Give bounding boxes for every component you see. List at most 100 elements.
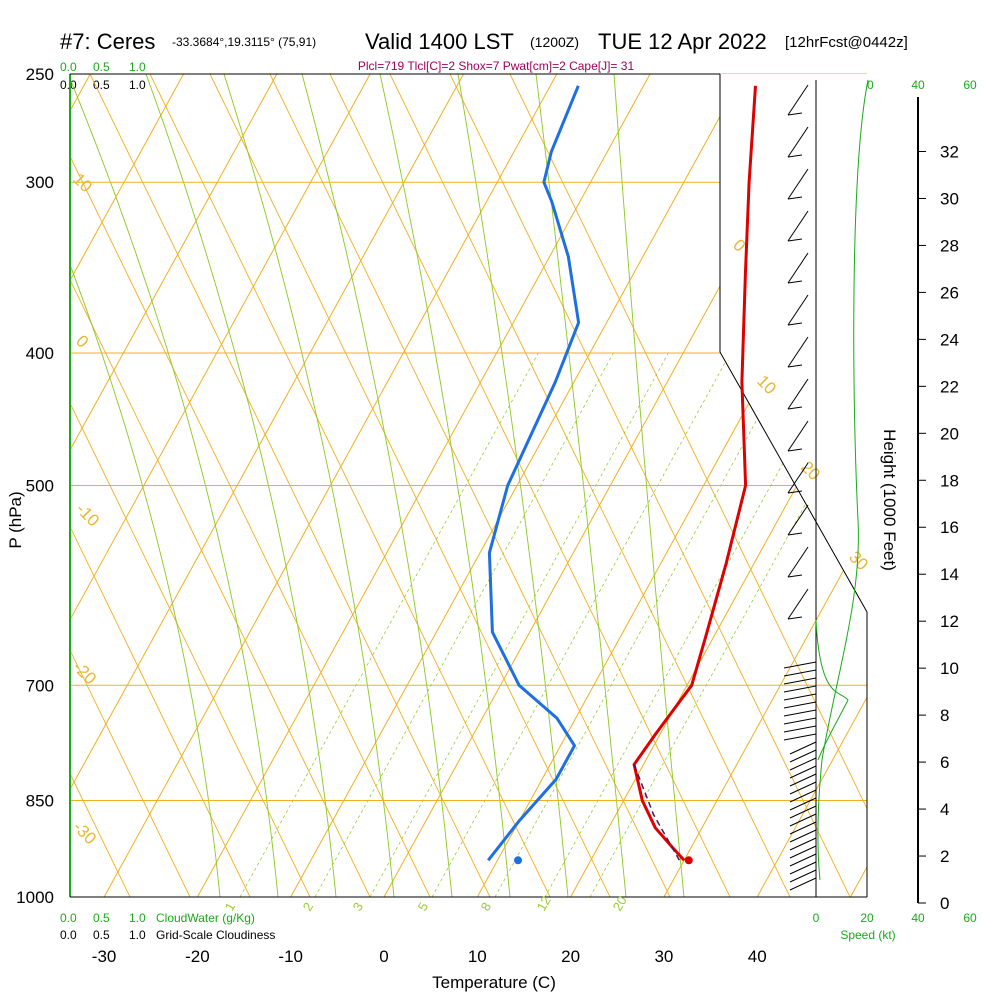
upper-right-mask — [720, 74, 867, 612]
pressure-tick-label: 850 — [26, 792, 54, 811]
svg-text:0.5: 0.5 — [93, 911, 110, 925]
wind-barb-staff — [787, 420, 809, 452]
wind-barb-low — [783, 669, 817, 677]
wind-barb-flag — [787, 616, 803, 620]
wind-barb-low — [789, 837, 817, 851]
height-tick-label: 26 — [940, 283, 959, 302]
isotherm-line — [663, 526, 867, 897]
wind-barb-low — [789, 773, 817, 787]
wind-barb-staff — [787, 84, 809, 116]
svg-text:60: 60 — [963, 78, 977, 92]
speed-label: Speed (kt) — [840, 928, 895, 942]
isotherm-label: -30 — [69, 817, 100, 848]
wind-barb-staff — [787, 462, 809, 494]
height-tick-label: 28 — [940, 236, 959, 255]
svg-text:1.0: 1.0 — [129, 78, 146, 92]
height-tick-label: 30 — [940, 189, 959, 208]
svg-text:60: 60 — [963, 911, 977, 925]
wind-barb-low — [789, 853, 817, 867]
dry-adiabat-line — [70, 649, 191, 897]
mixing-ratio-line — [314, 349, 616, 897]
wind-barb-low — [783, 717, 817, 725]
svg-text:1.0: 1.0 — [129, 60, 146, 74]
sounding-traces — [487, 85, 757, 862]
wind-barb-low — [783, 725, 817, 733]
wind-barb-flag — [787, 490, 803, 494]
series-temperature — [632, 85, 757, 862]
isotherm-line — [70, 74, 278, 452]
plot-boundary — [719, 74, 868, 897]
wind-barb-low — [789, 869, 817, 883]
height-tick-label: 16 — [940, 518, 959, 537]
y2-axis-label: Height (1000 Feet) — [880, 429, 899, 571]
height-tick-label: 0 — [940, 894, 949, 913]
x-axis-label: Temperature (C) — [432, 973, 556, 992]
y-axis-label: P (hPa) — [6, 491, 25, 548]
cloudwater-label: CloudWater (g/Kg) — [156, 911, 255, 925]
dry-adiabat-line — [70, 525, 251, 897]
isotherm-line — [756, 696, 867, 897]
mixing-ratio-label: 3 — [350, 900, 367, 914]
wind-barb-low — [789, 781, 817, 795]
height-tick-label: 14 — [940, 565, 959, 584]
pressure-tick-label: 700 — [26, 676, 54, 695]
height-tick-label: 10 — [940, 659, 959, 678]
temperature-tick-label: -10 — [278, 947, 303, 966]
station-title: #7: Ceres — [60, 29, 155, 54]
height-tick-label: 8 — [940, 706, 949, 725]
wind-barb-flag — [787, 112, 803, 116]
height-tick-label: 6 — [940, 753, 949, 772]
wind-barb-staff — [787, 504, 809, 536]
isotherm-label: 0 — [72, 331, 92, 351]
svg-text:0.0: 0.0 — [60, 78, 77, 92]
wind-barb-low — [783, 677, 817, 685]
speed-scale-bottom: 0 20 40 60 Speed (kt) — [813, 911, 977, 942]
temperature-tick-label: 0 — [379, 947, 388, 966]
wind-barb-low — [789, 765, 817, 779]
height-tick-label: 12 — [940, 612, 959, 631]
surface-markers — [514, 856, 693, 865]
temperature-tick-label: -20 — [185, 947, 210, 966]
isotherm-label: -10 — [72, 499, 103, 530]
mixing-ratio-line — [239, 349, 541, 897]
surface-temperature-marker — [684, 856, 693, 865]
svg-text:40: 40 — [911, 911, 925, 925]
svg-text:20: 20 — [860, 911, 874, 925]
sounding-params: Plcl=719 Tlcl[C]=2 Shox=7 Pwat[cm]=2 Cap… — [358, 59, 635, 73]
wind-barb-low — [789, 749, 817, 763]
isotherm-line — [70, 74, 184, 282]
wind-barb-low — [783, 709, 817, 717]
svg-text:1.0: 1.0 — [129, 911, 146, 925]
pressure-ticks: 250 300 400 500 700 850 1000 — [16, 65, 54, 907]
pressure-tick-label: 1000 — [16, 888, 54, 907]
height-tick-label: 20 — [940, 424, 959, 443]
svg-text:40: 40 — [911, 78, 925, 92]
temperature-tick-label: 40 — [748, 947, 767, 966]
wind-barb-staff — [787, 168, 809, 200]
height-tick-label: 32 — [940, 142, 959, 161]
temperature-tick-label: -30 — [92, 947, 117, 966]
svg-text:0: 0 — [813, 911, 820, 925]
wind-barb-low — [789, 757, 817, 771]
mixing-ratio-line — [544, 349, 846, 897]
wind-barb-low — [789, 741, 817, 755]
svg-text:1.0: 1.0 — [129, 928, 146, 942]
wind-barb-flag — [787, 364, 803, 368]
wind-barb-flag — [787, 448, 803, 452]
wind-barb-staff — [787, 336, 809, 368]
height-tick-label: 24 — [940, 330, 959, 349]
series-parcel — [633, 764, 681, 861]
isotherm-line — [850, 865, 867, 897]
temperature-tick-label: 30 — [654, 947, 673, 966]
mixing-ratio-line — [369, 349, 671, 897]
wind-barb-low — [789, 861, 817, 875]
mixing-ratio-label: 20 — [610, 893, 630, 913]
pressure-tick-label: 250 — [26, 65, 54, 84]
wind-speed-profile — [817, 79, 869, 881]
height-tick-label: 2 — [940, 847, 949, 866]
height-tick-label: 4 — [940, 800, 949, 819]
zulu-time: (1200Z) — [530, 34, 579, 50]
